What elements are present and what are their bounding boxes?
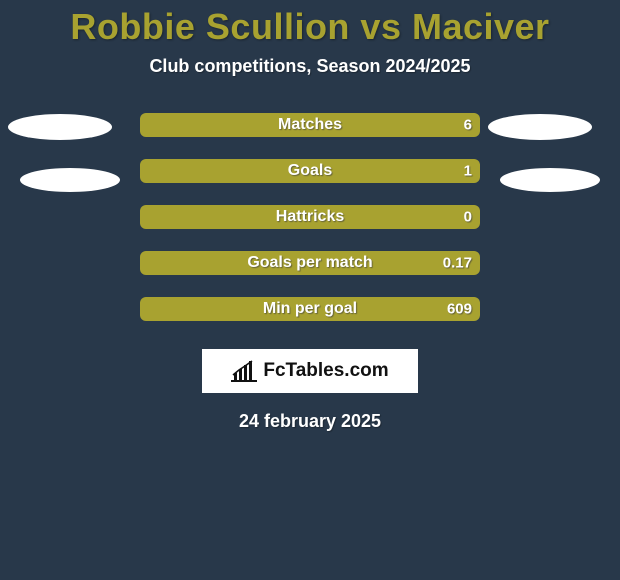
date-text: 24 february 2025 bbox=[239, 411, 381, 432]
stat-value-right: 0.17 bbox=[443, 255, 472, 272]
stat-row: Hattricks 0 bbox=[140, 205, 480, 229]
subtitle: Club competitions, Season 2024/2025 bbox=[149, 56, 470, 77]
stat-label: Hattricks bbox=[276, 208, 344, 226]
stat-row: Goals per match 0.17 bbox=[140, 251, 480, 275]
stat-value-right: 609 bbox=[447, 301, 472, 318]
stats-arena: Matches 6 Goals 1 Hattricks 0 Goals per match 0… bbox=[0, 113, 620, 321]
branding-text: FcTables.com bbox=[263, 360, 388, 382]
stat-row: Matches 6 bbox=[140, 113, 480, 137]
chart-icon bbox=[231, 360, 257, 382]
stat-fill-left bbox=[140, 159, 310, 183]
stat-label: Goals per match bbox=[247, 254, 372, 272]
decorative-ellipse bbox=[500, 168, 600, 192]
branding-box: FcTables.com bbox=[202, 349, 418, 393]
stat-row: Min per goal 609 bbox=[140, 297, 480, 321]
stat-fill-right bbox=[310, 159, 480, 183]
stat-value-right: 0 bbox=[464, 209, 472, 226]
content: Robbie Scullion vs Maciver Club competit… bbox=[0, 0, 620, 580]
stat-row: Goals 1 bbox=[140, 159, 480, 183]
decorative-ellipse bbox=[488, 114, 592, 140]
page-title: Robbie Scullion vs Maciver bbox=[70, 6, 549, 48]
stat-label: Matches bbox=[278, 116, 342, 134]
stat-rows: Matches 6 Goals 1 Hattricks 0 Goals per match 0… bbox=[140, 113, 480, 321]
stat-label: Min per goal bbox=[263, 300, 357, 318]
stat-value-right: 6 bbox=[464, 117, 472, 134]
decorative-ellipse bbox=[8, 114, 112, 140]
stat-value-right: 1 bbox=[464, 163, 472, 180]
stat-label: Goals bbox=[288, 162, 332, 180]
decorative-ellipse bbox=[20, 168, 120, 192]
